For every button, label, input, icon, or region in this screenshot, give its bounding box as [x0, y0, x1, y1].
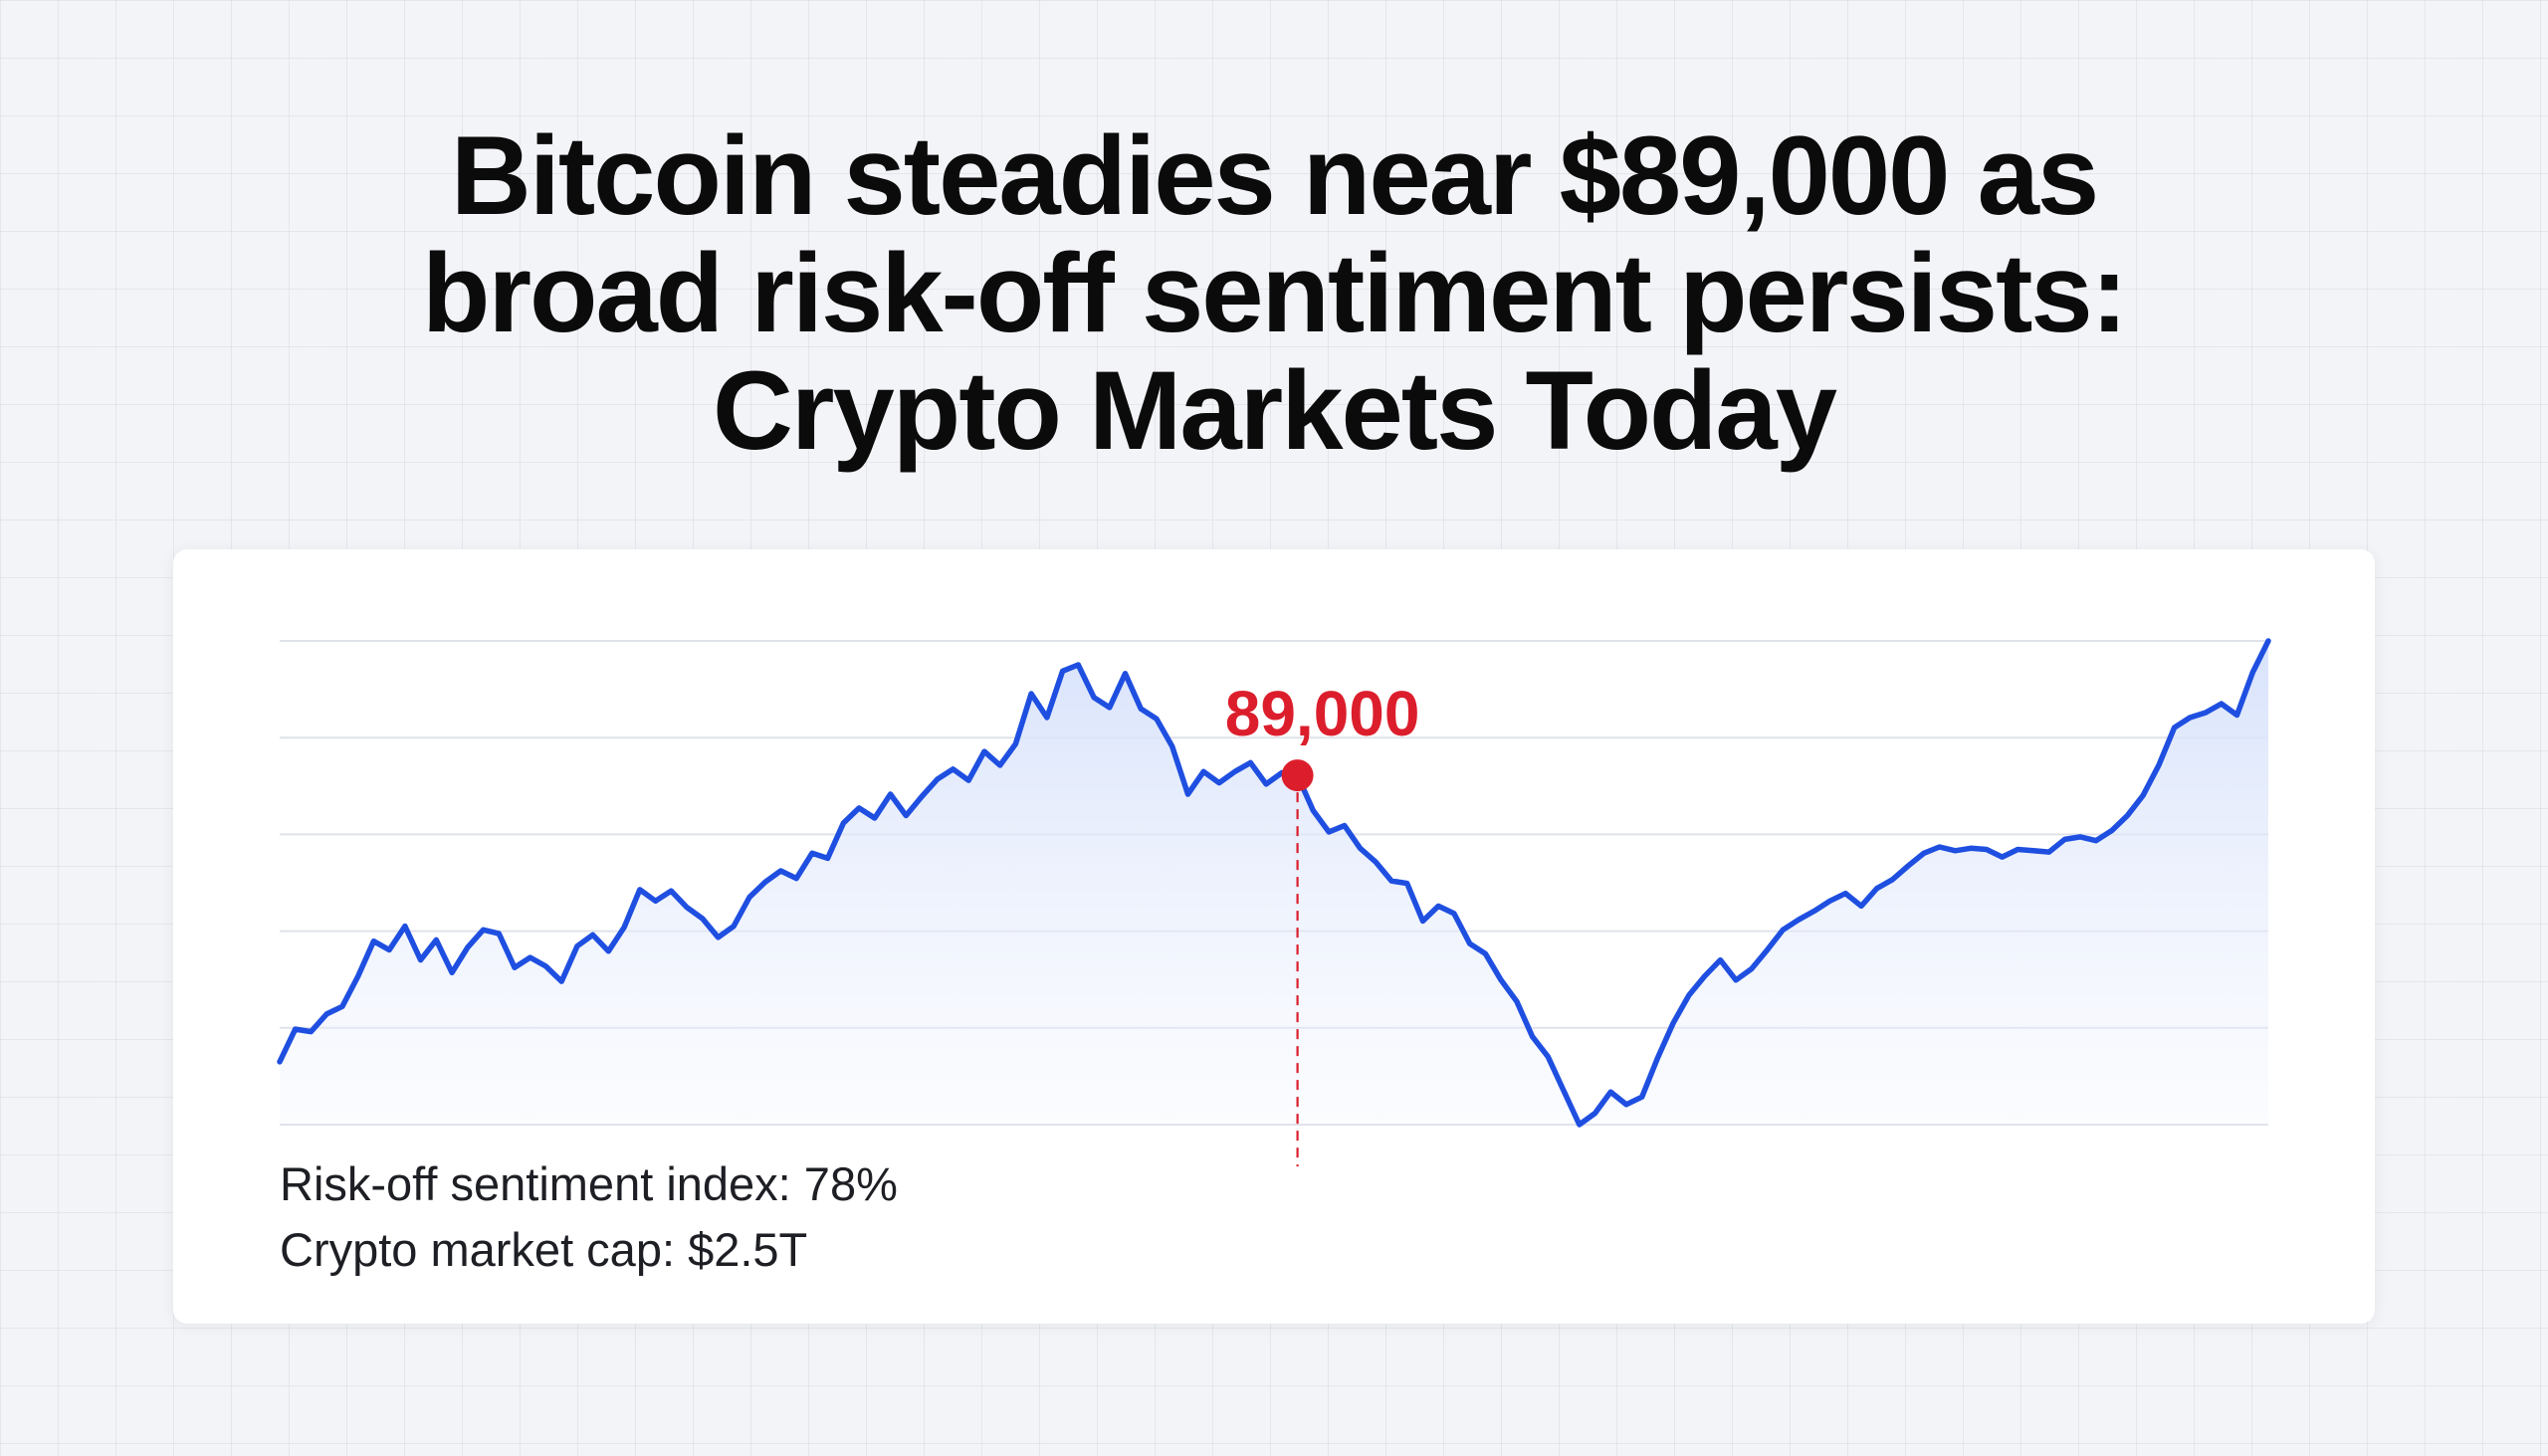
- headline-line-1: Bitcoin steadies near $89,000 as: [450, 113, 2099, 238]
- market-cap-stat: Crypto market cap: $2.5T: [280, 1223, 808, 1276]
- headline-line-2: broad risk-off sentiment persists:: [422, 231, 2128, 355]
- price-chart: 89,000: [277, 638, 2271, 1166]
- price-line: [277, 638, 2271, 1128]
- headline-line-3: Crypto Markets Today: [713, 348, 1837, 473]
- chart-card: 89,000 Risk-off sentiment index: 78% Cry…: [173, 549, 2375, 1324]
- price-area-fill: [280, 641, 2268, 1125]
- marker-label: 89,000: [1225, 678, 1420, 749]
- marker-dot: [1281, 759, 1314, 792]
- headline: Bitcoin steadies near $89,000 as broad r…: [159, 117, 2389, 470]
- risk-off-stat: Risk-off sentiment index: 78%: [280, 1157, 898, 1210]
